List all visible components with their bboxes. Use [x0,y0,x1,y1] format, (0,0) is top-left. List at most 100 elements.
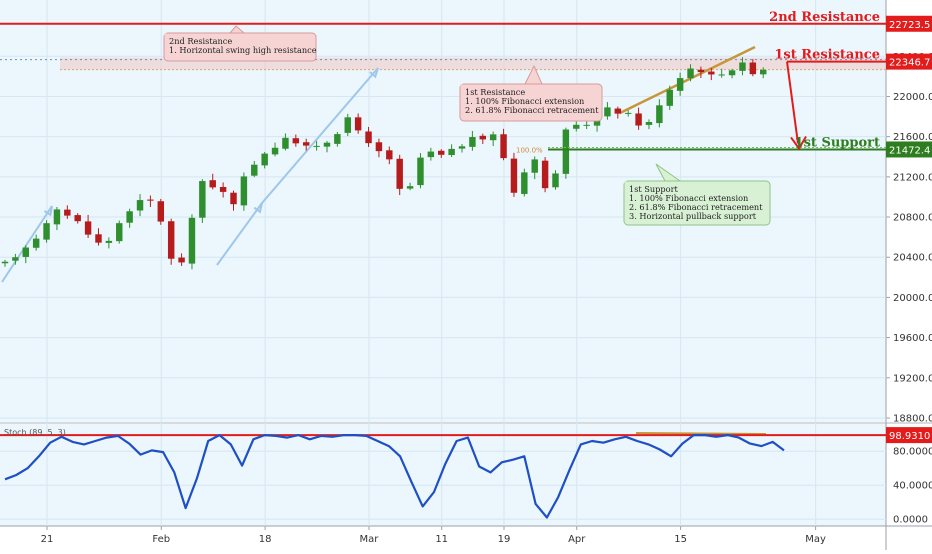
candle-body [136,200,144,211]
wave-arrow-1 [1,205,53,283]
candle-body [167,221,175,259]
candle-body [105,240,113,243]
price-tick-label: 20800.0 [893,213,932,224]
price-tick-label: 19600.0 [893,333,932,344]
candle-body [479,135,487,140]
candle-body [438,150,445,155]
first-support-tag-bg [886,141,932,158]
candle-body [697,69,705,73]
candle-body [614,108,622,114]
candlestick-series [1,57,767,270]
time-axis: 21 Feb 18 Mar 11 19 Apr 15 May [41,526,826,545]
candle-body [188,217,196,264]
second-resistance-note-line: 1. Horizontal swing high resistance [169,45,317,55]
first-support-note-line: 1. 100% Fibonacci extension [629,193,749,203]
first-support-note-line: 1st Support [629,184,679,194]
first-support-title: 1st Support [795,135,880,150]
first-support-tag: 21472.4 [889,145,930,156]
first-resistance-note-line: 2. 61.8% Fibonacci retracement [465,105,599,115]
candle-body [552,173,559,188]
candle-body [157,201,165,222]
candle-body [749,62,757,75]
candle-body [230,192,237,205]
candle-body [22,247,29,257]
candle-body [427,151,435,158]
candle-body [261,153,268,166]
first-resistance-tag: 22346.7 [889,58,930,69]
candle-body [12,257,19,261]
candle-body [604,107,611,117]
price-tick-label: 21200.0 [893,172,932,183]
candle-body [469,137,476,147]
candle-body [313,145,320,147]
candle-body [386,150,393,160]
time-tick-label: 18 [259,534,272,545]
candle-body [282,137,289,149]
candle-body [209,180,216,188]
candle-body [718,74,725,76]
time-tick-label: Mar [360,534,380,545]
candle-body [676,78,684,91]
candle-body [271,147,279,155]
candle-body [656,105,663,124]
price-tick-label: 22000.0 [893,92,932,103]
time-tick-label: 15 [674,534,687,545]
candle-body [43,223,50,240]
candle-body [635,113,642,126]
candle-body [292,138,300,144]
first-support-note-box [623,180,771,226]
candle-body [573,124,580,129]
time-tick-label: Feb [152,534,170,545]
rising-trendline [619,45,756,115]
candle-body [510,158,518,193]
candle-body [562,129,570,174]
first-resistance-title: 1st Resistance [774,48,880,63]
candle-body [199,181,206,218]
candle-body [687,68,694,79]
first-resistance-note-box [459,83,603,122]
candle-body [32,238,40,248]
time-tick-label: 21 [41,534,54,545]
candle-body [448,148,455,156]
price-tick-label: 20400.0 [893,253,932,264]
candle-body [521,172,528,194]
candle-body [147,199,154,201]
price-tick-label: 19200.0 [893,373,932,384]
candle-body [489,134,497,141]
wave-arrow-1-head [43,205,53,217]
wave-arrow-2 [216,202,263,266]
first-support-note-line: 3. Horizontal pullback support [629,211,757,221]
candle-body [458,146,466,149]
candle-body [1,261,9,264]
first-resistance-note-line: 1st Resistance [465,87,525,97]
candle-body [583,124,590,126]
second-resistance-note-pointer-mask [164,33,183,40]
candle-body [531,159,538,173]
time-tick-label: May [805,534,826,545]
candle-body [365,131,372,144]
candle-body [645,122,653,125]
candle-body [375,142,383,152]
candle-body [240,176,248,206]
candle-body [760,69,767,75]
time-tick-label: Apr [568,534,586,545]
second-resistance-tag: 22723.5 [889,20,930,31]
wave-arrow-2-head [253,202,263,214]
second-resistance-tag-bg [886,15,932,32]
first-support-note-pointer-mask [624,181,643,188]
candle-body [406,186,414,189]
stoch-divergence-line [635,432,767,435]
candle-body [417,157,424,186]
candle-body [666,89,673,106]
grid-lines [0,0,886,526]
first-resistance-tag-bg [886,53,932,70]
candle-body [624,112,632,114]
candle-body [95,234,102,243]
stoch-tick-label: 80.0000 [893,447,932,458]
time-tick-label: 19 [498,534,511,545]
candle-body [323,142,331,147]
stoch-level-tag: 98.9310 [889,431,930,442]
